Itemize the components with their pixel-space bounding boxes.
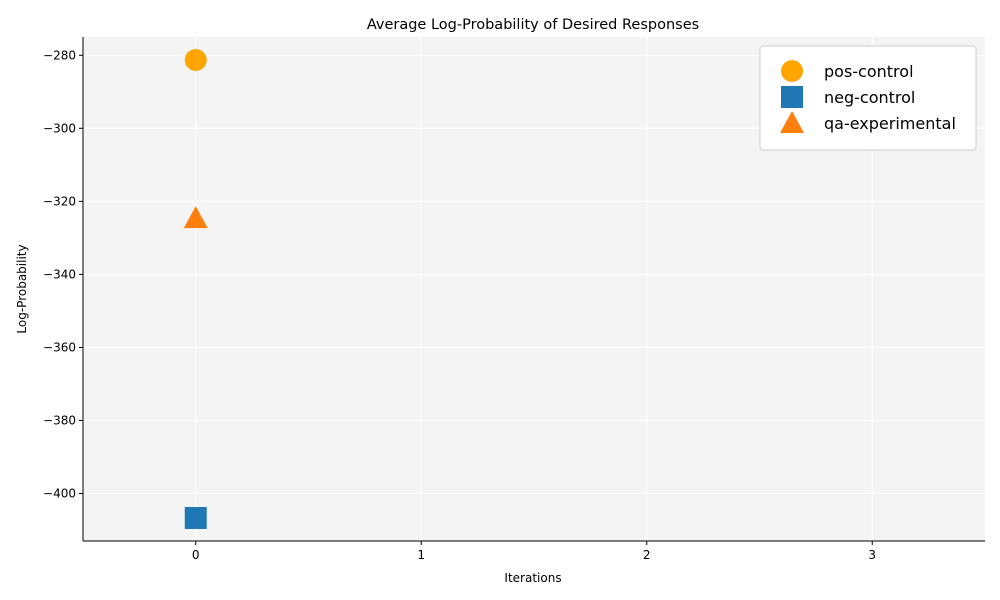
legend-label-qa-experimental: qa-experimental — [824, 114, 956, 133]
axes — [79, 37, 985, 545]
tick-labels: 0 1 2 3 −280 −300 −320 −340 −360 −380 −400 — [43, 48, 876, 562]
y-tick-label: −300 — [43, 121, 76, 135]
legend: pos-control neg-control qa-experimental — [759, 45, 977, 151]
x-tick-label: 3 — [868, 548, 876, 562]
legend-box — [759, 45, 977, 151]
y-tick-label: −320 — [43, 194, 76, 208]
y-axis-label: Log-Probability — [15, 244, 29, 333]
y-tick-label: −340 — [43, 267, 76, 281]
data-point-qa-experimental — [183, 206, 208, 229]
y-tick-label: −380 — [43, 413, 76, 427]
x-tick-label: 2 — [643, 548, 651, 562]
y-tick-label: −280 — [43, 48, 76, 62]
y-tick-label: −360 — [43, 340, 76, 354]
legend-marker-neg-control — [781, 86, 803, 108]
data-markers — [183, 49, 208, 529]
data-point-neg-control — [184, 506, 207, 529]
x-tick-label: 1 — [417, 548, 425, 562]
legend-marker-qa-experimental — [780, 111, 804, 133]
y-tick-label: −400 — [43, 487, 76, 501]
legend-label-neg-control: neg-control — [824, 88, 915, 107]
legend-marker-pos-control — [781, 60, 803, 82]
legend-label-pos-control: pos-control — [824, 62, 914, 81]
chart-title: Average Log-Probability of Desired Respo… — [367, 17, 699, 33]
x-tick-label: 0 — [192, 548, 200, 562]
x-axis-label: Iterations — [504, 571, 561, 585]
grid-lines — [83, 37, 985, 541]
data-point-pos-control — [184, 49, 207, 72]
